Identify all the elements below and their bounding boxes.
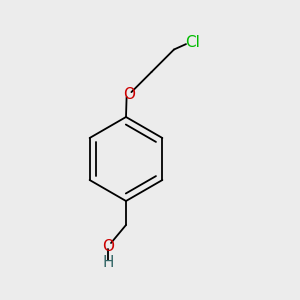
Text: H: H	[102, 255, 114, 270]
Text: Cl: Cl	[185, 35, 200, 50]
Text: O: O	[102, 238, 114, 253]
Text: O: O	[123, 87, 135, 102]
